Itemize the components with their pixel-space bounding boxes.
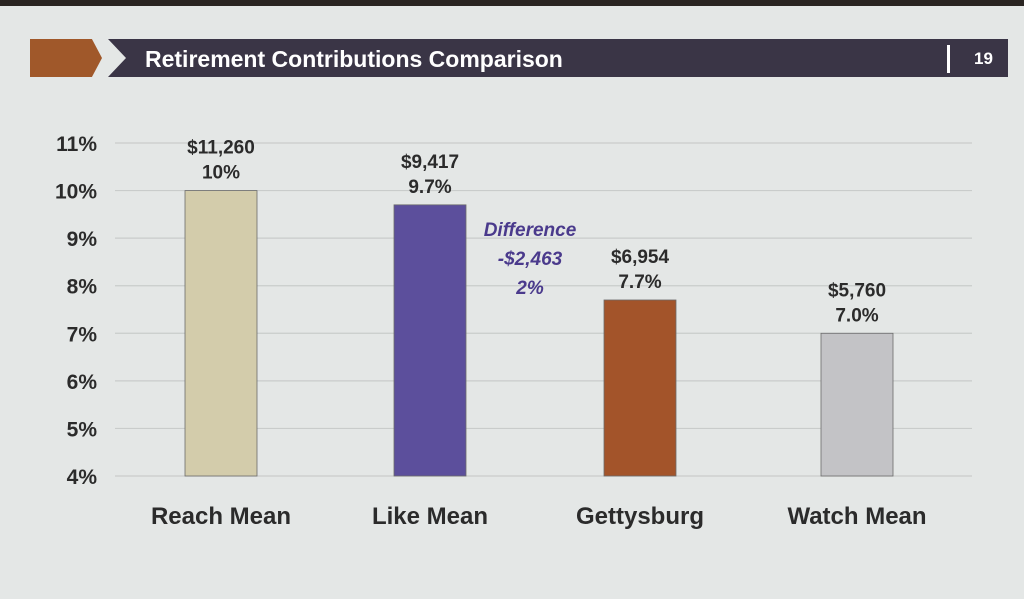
- percent-label: 9.7%: [408, 177, 451, 198]
- difference-annotation: Difference -$2,463 2%: [470, 216, 590, 303]
- dollar-label: $11,260: [187, 138, 255, 159]
- bar-gettysburg: [603, 299, 677, 477]
- dollar-label: $9,417: [401, 152, 459, 173]
- y-tick-label: 6%: [67, 371, 98, 394]
- chevron-accent-icon: [30, 39, 102, 77]
- bar-reach-mean: [184, 190, 258, 477]
- title-separator: [947, 45, 950, 73]
- category-label: Reach Mean: [151, 503, 291, 530]
- category-label: Like Mean: [372, 503, 488, 530]
- percent-label: 7.0%: [835, 305, 878, 326]
- y-tick-label: 11%: [56, 133, 97, 156]
- dollar-label: $6,954: [611, 247, 670, 268]
- y-tick-label: 9%: [67, 228, 98, 251]
- difference-percent: 2%: [516, 278, 544, 299]
- y-tick-label: 7%: [67, 323, 98, 346]
- y-tick-label: 8%: [67, 276, 98, 299]
- title-banner: [108, 39, 1008, 77]
- screen-edge: [0, 0, 1024, 6]
- percent-label: 7.7%: [618, 272, 661, 293]
- page-number: 19: [974, 49, 993, 68]
- dollar-label: $5,760: [828, 280, 886, 301]
- difference-amount: -$2,463: [497, 249, 563, 270]
- percent-label: 10%: [202, 163, 240, 184]
- y-tick-label: 4%: [67, 466, 98, 489]
- category-label: Gettysburg: [576, 503, 704, 530]
- y-tick-label: 5%: [67, 418, 98, 441]
- bar-watch-mean: [820, 332, 894, 477]
- difference-title: Difference: [483, 220, 577, 241]
- bar-like-mean: [393, 204, 467, 477]
- category-label: Watch Mean: [787, 503, 926, 530]
- y-tick-label: 10%: [55, 181, 97, 204]
- slide-title: Retirement Contributions Comparison: [145, 46, 563, 72]
